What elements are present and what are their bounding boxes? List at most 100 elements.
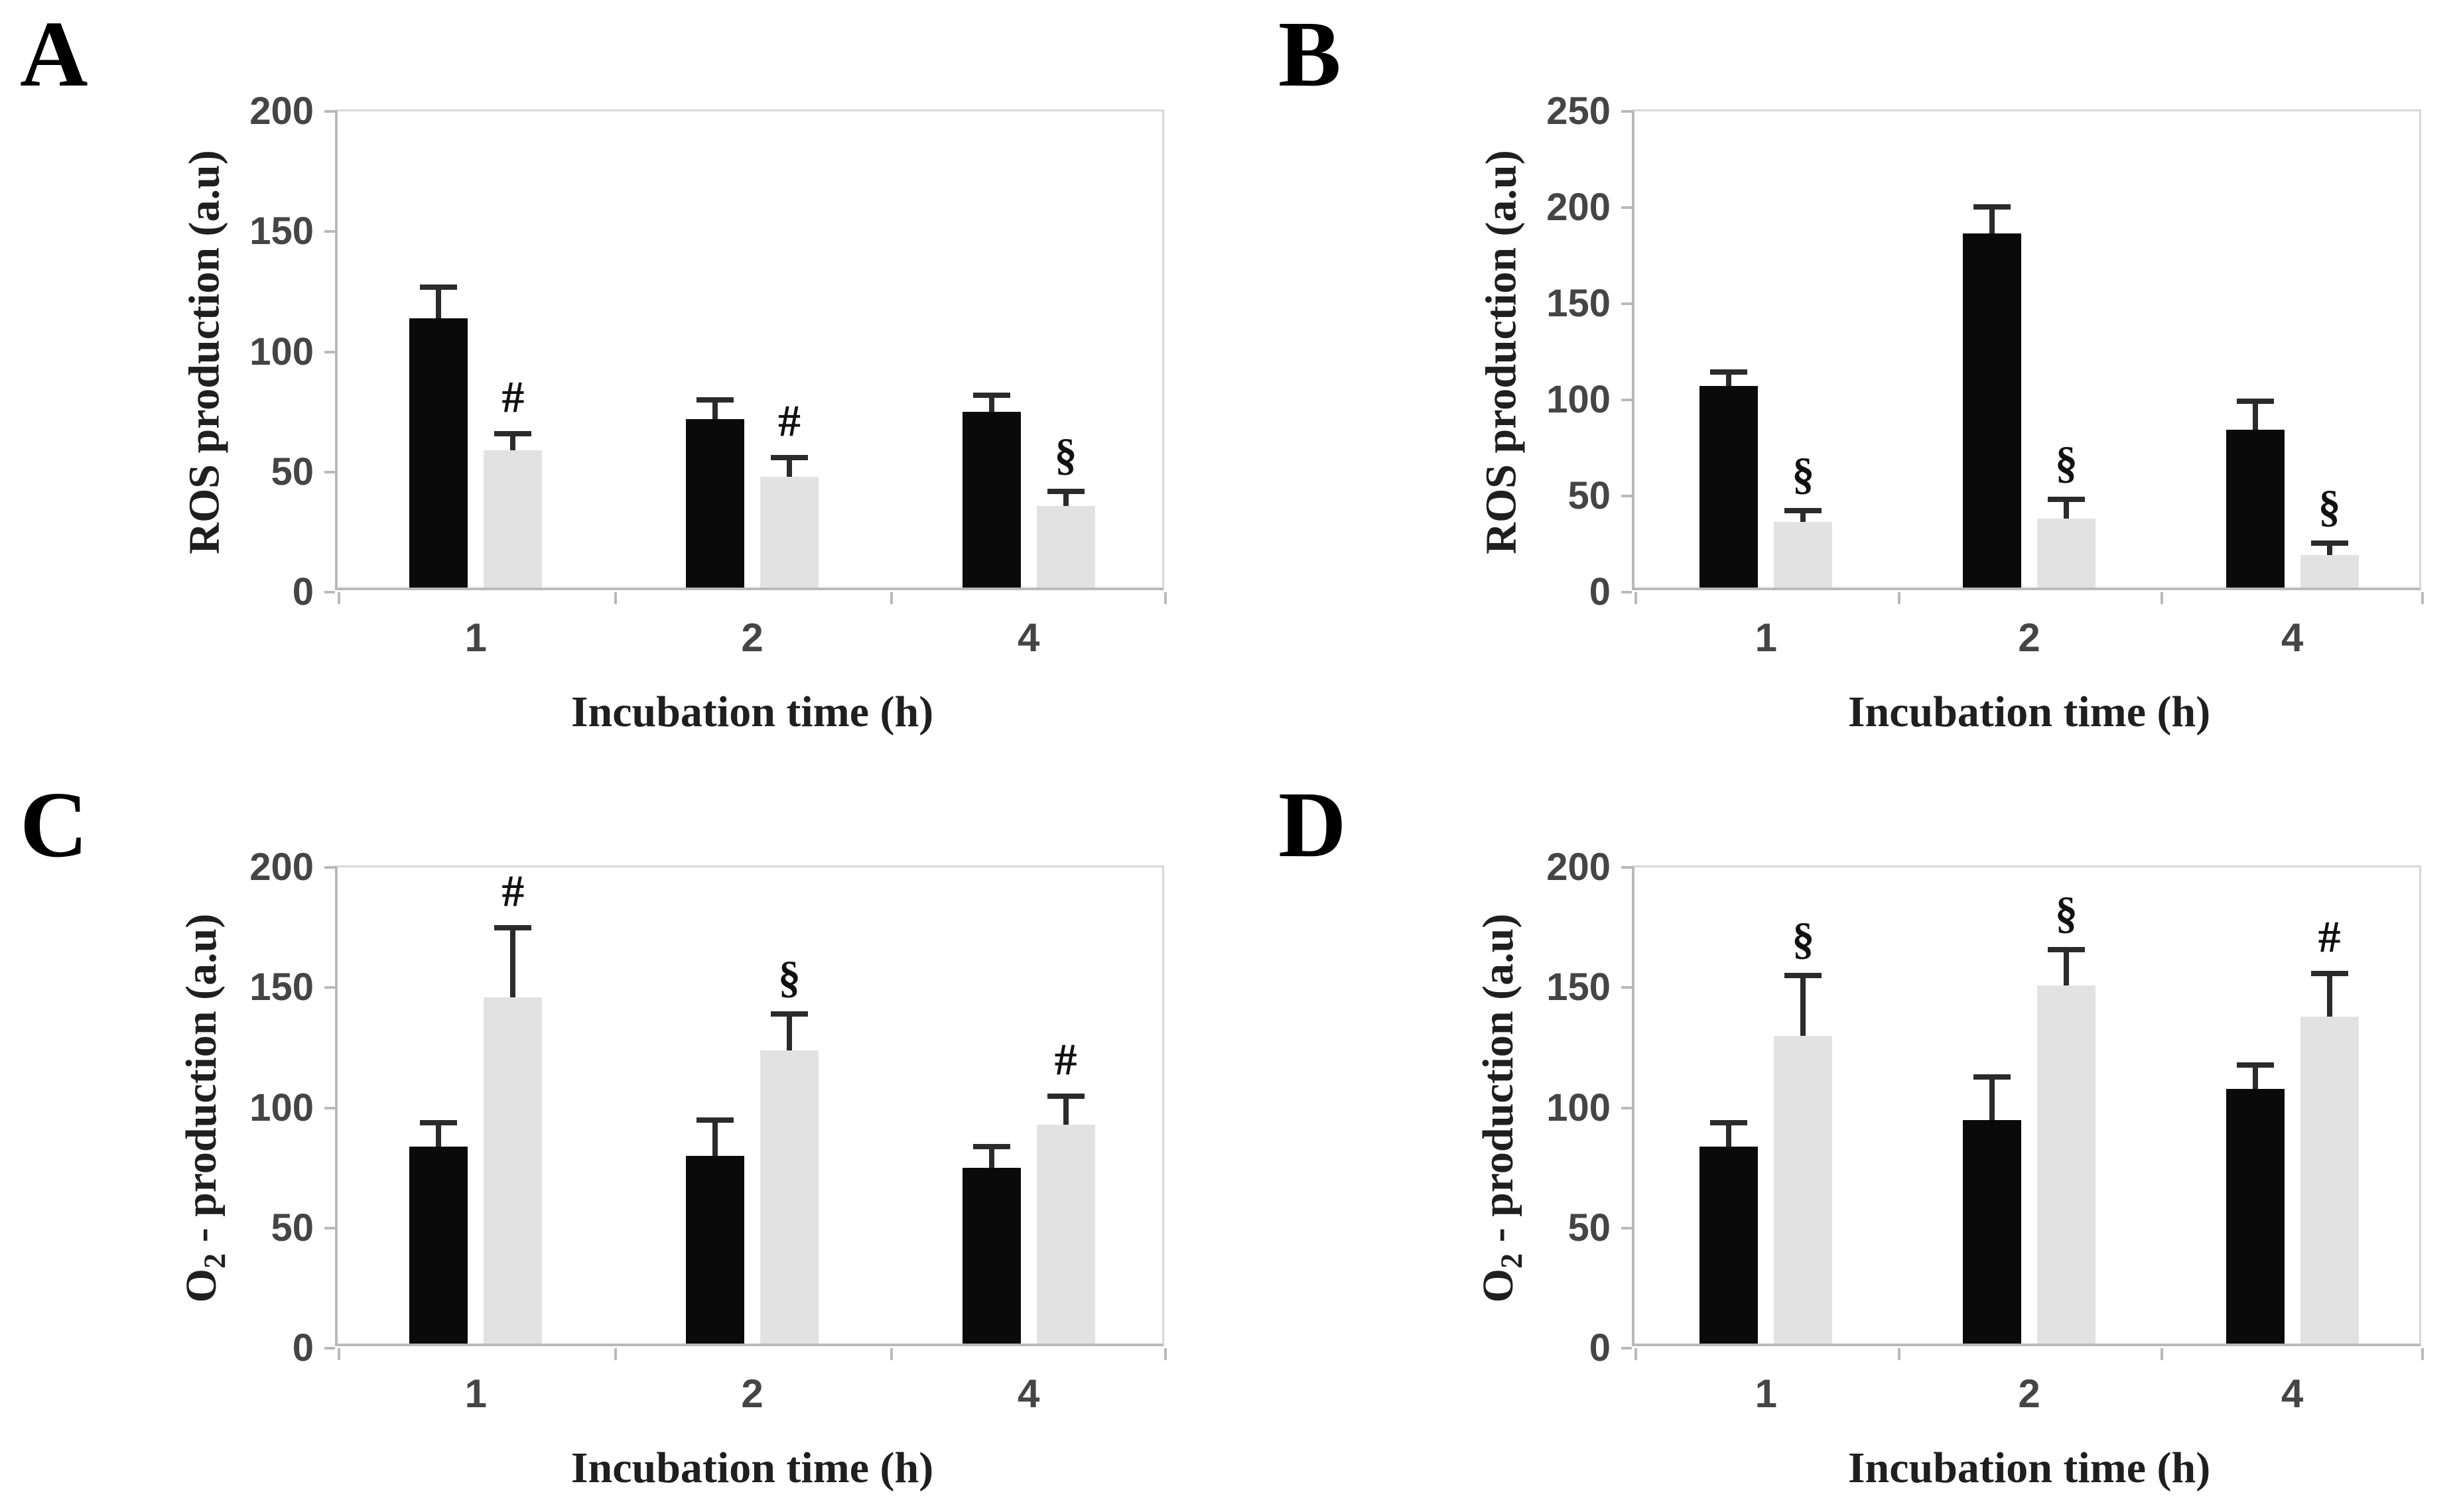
- error-bar-cap: [972, 1143, 1010, 1149]
- x-tick-mark: [1897, 1348, 1900, 1360]
- y-tick-mark: [1621, 110, 1632, 113]
- y-axis-title: O2 - production (a.u): [1474, 913, 1529, 1302]
- panel-b: B 0 50 100 150 200 250 § 1 § 2 § 4 Incubation time (h…: [1230, 0, 2461, 756]
- error-bar-cap: [1973, 204, 2011, 210]
- bar-gray: [1036, 505, 1095, 588]
- significance-annotation: §: [1054, 429, 1077, 479]
- error-bar-cap: [1047, 489, 1085, 494]
- error-bar-cap: [494, 431, 532, 436]
- y-axis-title-subscript: 2: [1495, 1253, 1529, 1269]
- y-tick-mark: [1621, 591, 1632, 594]
- x-tick-mark: [338, 1348, 340, 1360]
- significance-annotation: §: [2318, 481, 2341, 532]
- bar-black: [409, 1146, 468, 1344]
- bar-gray: [1774, 522, 1833, 588]
- y-tick-mark: [1621, 986, 1632, 989]
- panel-c: C 0 50 100 150 200 #1 § 2 #4 Incubation time (h) O2…: [0, 756, 1230, 1512]
- error-bar-stem: [2326, 973, 2332, 1017]
- y-tick-label: 50: [1567, 1206, 1611, 1249]
- x-tick-mark: [614, 592, 617, 604]
- error-bar-stem: [2064, 499, 2069, 519]
- y-tick-label: 100: [1546, 378, 1611, 421]
- error-bar-stem: [510, 434, 516, 451]
- y-tick-mark: [1621, 302, 1632, 305]
- x-category-label: 2: [741, 615, 764, 660]
- y-tick-label: 200: [1546, 186, 1611, 229]
- y-axis-title: O2 - production (a.u): [177, 913, 232, 1302]
- y-axis-title-main: O: [1474, 1268, 1522, 1302]
- error-bar-cap: [771, 455, 808, 461]
- error-bar-cap: [1784, 973, 1822, 979]
- significance-annotation: §: [2055, 887, 2078, 938]
- x-category-label: 2: [741, 1371, 764, 1416]
- bar-gray: [2300, 554, 2359, 588]
- y-tick-mark: [324, 350, 335, 353]
- x-category-label: 1: [1755, 615, 1778, 660]
- y-tick-label: 150: [249, 210, 314, 253]
- plot-area: 0 50 100 150 200 #1 #2 § 4 Incubation time (h) ROS…: [180, 90, 1167, 736]
- bar-gray: [1036, 1125, 1095, 1344]
- y-tick-mark: [1621, 1106, 1632, 1109]
- x-tick-mark: [2161, 1348, 2164, 1360]
- x-tick-mark: [614, 1348, 617, 1360]
- y-axis-title-main: O: [177, 1268, 226, 1302]
- y-tick-label: 100: [249, 330, 314, 373]
- x-tick-mark: [890, 1348, 894, 1360]
- error-bar-stem: [1063, 1096, 1069, 1125]
- error-bar-stem: [2326, 543, 2332, 555]
- error-bar-stem: [1989, 206, 1995, 234]
- y-tick-label: 200: [249, 90, 314, 133]
- bar-black: [1963, 1119, 2021, 1344]
- x-tick-mark: [2421, 1348, 2424, 1360]
- y-tick-label: 0: [292, 1326, 314, 1369]
- y-tick-label: 0: [1589, 1326, 1611, 1369]
- error-bar-stem: [988, 1146, 994, 1168]
- error-bar-cap: [494, 924, 532, 930]
- y-tick-label: 0: [292, 570, 314, 613]
- x-tick-mark: [1634, 1348, 1637, 1360]
- bar-black: [962, 1168, 1021, 1344]
- x-category-label: 4: [1017, 615, 1040, 660]
- error-bar-cap: [2236, 398, 2274, 404]
- x-tick-mark: [1164, 592, 1167, 604]
- x-category-label: 4: [1017, 1371, 1040, 1416]
- panel-letter: D: [1278, 772, 1347, 877]
- error-bar-cap: [1710, 1119, 1748, 1125]
- y-tick-mark: [1621, 1226, 1632, 1229]
- y-tick-label: 150: [1546, 282, 1611, 325]
- error-bar-cap: [2310, 970, 2348, 976]
- x-axis-title: Incubation time (h): [570, 1444, 934, 1492]
- significance-annotation: #: [2318, 911, 2341, 962]
- bar-gray: [2037, 518, 2095, 588]
- x-category-label: 1: [1755, 1371, 1778, 1416]
- error-bar-stem: [787, 458, 792, 477]
- error-bar-stem: [988, 395, 994, 412]
- significance-annotation: #: [501, 371, 525, 422]
- x-category-label: 4: [2281, 615, 2304, 660]
- y-tick-label: 100: [1546, 1086, 1611, 1129]
- error-bar-cap: [420, 1119, 458, 1125]
- error-bar-stem: [510, 927, 516, 997]
- significance-annotation: §: [778, 952, 801, 1003]
- error-bar-cap: [2236, 1062, 2274, 1068]
- error-bar-cap: [771, 1011, 808, 1017]
- y-tick-mark: [324, 470, 335, 473]
- significance-annotation: §: [1792, 448, 1815, 499]
- y-tick-mark: [1621, 495, 1632, 497]
- y-tick-label: 0: [1589, 570, 1611, 613]
- y-axis-title-rest: - production (a.u): [177, 913, 226, 1253]
- bar-black: [2226, 430, 2285, 588]
- error-bar-stem: [2064, 949, 2069, 985]
- panel-letter: B: [1278, 1, 1341, 106]
- y-axis-title-rest: ROS production (a.u): [180, 149, 229, 554]
- y-tick-label: 100: [249, 1086, 314, 1129]
- error-bar-cap: [1784, 508, 1822, 513]
- y-tick-mark: [324, 591, 335, 594]
- error-bar-cap: [1973, 1074, 2011, 1080]
- error-bar-stem: [712, 400, 718, 420]
- error-bar-stem: [2252, 1064, 2258, 1089]
- y-tick-mark: [1621, 1347, 1632, 1350]
- error-bar-stem: [1800, 511, 1806, 523]
- y-tick-label: 150: [249, 966, 314, 1009]
